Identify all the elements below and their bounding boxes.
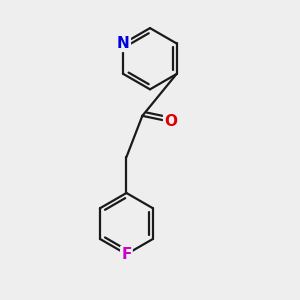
Text: N: N bbox=[117, 36, 130, 51]
Text: O: O bbox=[164, 114, 177, 129]
Text: F: F bbox=[121, 247, 132, 262]
